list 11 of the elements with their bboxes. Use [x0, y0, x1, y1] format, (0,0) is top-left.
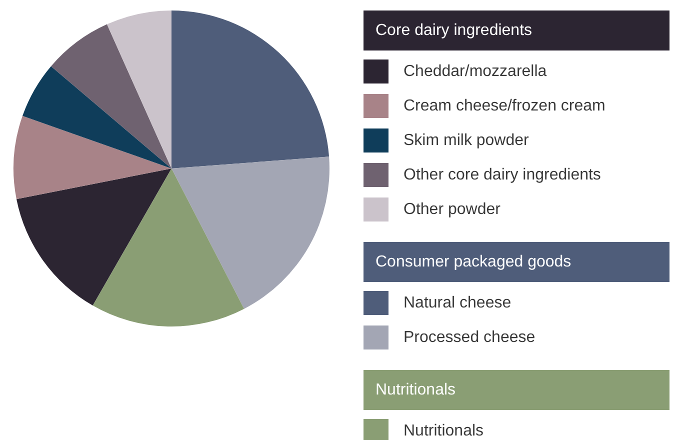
text: Consumer packaged goods: [376, 254, 572, 270]
legend-label: Skim milk powder: [404, 132, 530, 149]
text: Core dairy ingredients: [376, 22, 532, 39]
legend-label: Processed cheese: [404, 329, 536, 346]
legend-label: Other core dairy ingredients: [404, 166, 601, 184]
legend-label: Cheddar/mozzarella: [404, 63, 547, 80]
text: Nutritionals: [376, 382, 456, 398]
legend-label: Cream cheese/frozen cream: [404, 98, 606, 114]
legend-label: Nutritionals: [404, 422, 484, 440]
legend-label: Other powder: [404, 201, 502, 218]
legend-label: Natural cheese: [404, 294, 512, 312]
